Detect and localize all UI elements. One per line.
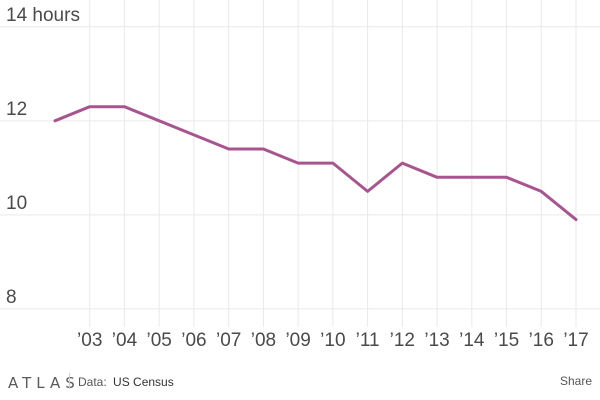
data-source: Data: US Census [78, 375, 174, 389]
y-tick-label: 14 hours [6, 5, 80, 26]
y-tick-label: 12 [6, 99, 27, 120]
series-line-hours [53, 105, 578, 222]
x-tick-label: ’15 [494, 330, 519, 351]
x-tick-label: ’07 [216, 330, 241, 351]
source-value[interactable]: US Census [113, 375, 174, 389]
y-tick-label: 8 [6, 287, 17, 308]
x-tick-label: ’04 [112, 330, 138, 351]
series-layer [53, 105, 578, 222]
share-button[interactable]: Share [559, 374, 592, 388]
footer-divider [69, 373, 70, 389]
x-tick-label: ’08 [251, 330, 276, 351]
x-tick-label: ’16 [529, 330, 554, 351]
source-label: Data: [78, 375, 107, 389]
x-tick-label: ’10 [320, 330, 345, 351]
x-tick-label: ’09 [285, 330, 310, 351]
x-tick-label: ’03 [77, 330, 102, 351]
x-axis-ticks: ’03 ’04 ’05 ’06 ’07 ’08 ’09 ’10 ’11 ’12 ’13 ’14 ’15 ’… [77, 330, 589, 351]
x-tick-label: ’05 [147, 330, 172, 351]
x-tick-label: ’11 [356, 330, 380, 351]
y-tick-label: 10 [6, 193, 27, 214]
x-tick-label: ’13 [424, 330, 449, 351]
x-tick-label: ’14 [459, 330, 485, 351]
x-tick-label: ’06 [181, 330, 206, 351]
x-tick-label: ’12 [390, 330, 415, 351]
chart-footer: ATLAS Data: US Census Share [0, 364, 600, 400]
atlas-logo[interactable]: ATLAS [8, 374, 80, 392]
x-tick-label: ’17 [563, 330, 588, 351]
line-chart: 14 hours 12 10 8 ’03 ’04 ’05 ’06 ’07 ’08 ’09 ’10 ’1… [0, 0, 600, 351]
y-axis-ticks: 14 hours 12 10 8 [6, 5, 80, 308]
